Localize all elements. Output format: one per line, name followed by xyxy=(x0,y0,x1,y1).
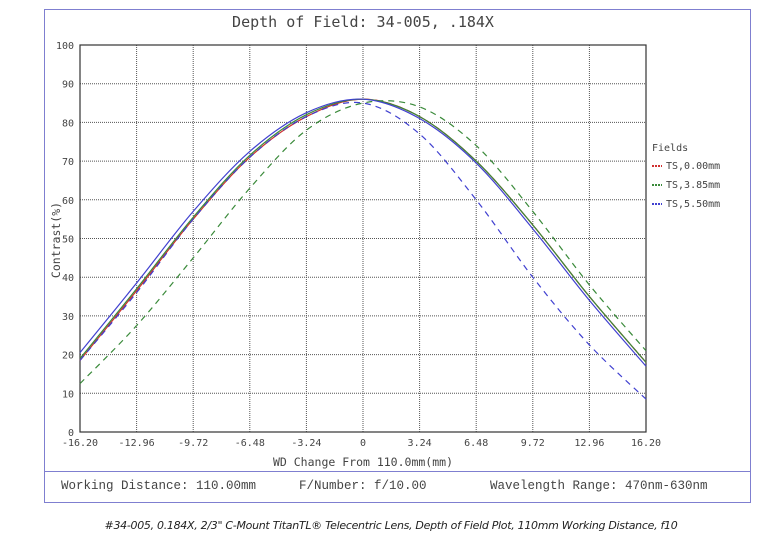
x-tick-label: 16.20 xyxy=(631,438,661,449)
x-tick-label: 12.96 xyxy=(574,438,604,449)
x-tick-label: -16.20 xyxy=(62,438,98,449)
info-divider xyxy=(44,471,751,472)
y-tick-label: 0 xyxy=(68,428,74,439)
series-line-dashed xyxy=(79,98,647,363)
y-tick-label: 20 xyxy=(62,351,74,362)
dof-chart: Depth of Field: 34-005, .184X -16.20 -12.… xyxy=(49,13,720,469)
series-line-solid xyxy=(79,98,647,363)
x-tick-label: -3.24 xyxy=(291,438,321,449)
series-line-solid xyxy=(79,98,647,363)
legend-label: TS,0.00mm xyxy=(666,161,720,172)
y-tick-label: 40 xyxy=(62,273,74,284)
x-tick-label: 3.24 xyxy=(408,438,432,449)
x-tick-label: -6.48 xyxy=(235,438,265,449)
f-number: F/Number: f/10.00 xyxy=(299,479,427,493)
plot-area-border xyxy=(79,44,647,433)
legend-title: Fields xyxy=(652,143,688,154)
x-axis-label: WD Change From 110.0mm(mm) xyxy=(273,455,453,469)
y-tick-label: 80 xyxy=(62,118,74,129)
y-axis-label: Contrast(%) xyxy=(49,202,63,278)
working-distance: Working Distance: 110.00mm xyxy=(61,479,257,493)
y-tick-label: 90 xyxy=(62,80,74,91)
x-tick-label: -12.96 xyxy=(119,438,155,449)
wavelength-range: Wavelength Range: 470nm-630nm xyxy=(490,479,708,493)
y-tick-label: 70 xyxy=(62,157,74,168)
chart-title: Depth of Field: 34-005, .184X xyxy=(232,13,494,31)
caption: #34-005, 0.184X, 2/3" C-Mount TitanTL® T… xyxy=(104,519,678,532)
chart-frame xyxy=(44,9,751,503)
y-tick-label: 10 xyxy=(62,389,74,400)
x-tick-label: 0 xyxy=(360,438,366,449)
y-tick-label: 100 xyxy=(56,41,74,52)
legend-label: TS,5.50mm xyxy=(666,199,720,210)
series-line-dashed xyxy=(79,101,647,400)
legend-label: TS,3.85mm xyxy=(666,180,720,191)
y-tick-label: 50 xyxy=(62,235,74,246)
x-tick-label: 9.72 xyxy=(521,438,545,449)
series-line-solid xyxy=(79,98,647,367)
series-line-dashed xyxy=(79,100,647,385)
y-tick-label: 30 xyxy=(62,312,74,323)
x-tick-label: 6.48 xyxy=(464,438,488,449)
y-tick-label: 60 xyxy=(62,196,74,207)
x-tick-label: -9.72 xyxy=(178,438,208,449)
